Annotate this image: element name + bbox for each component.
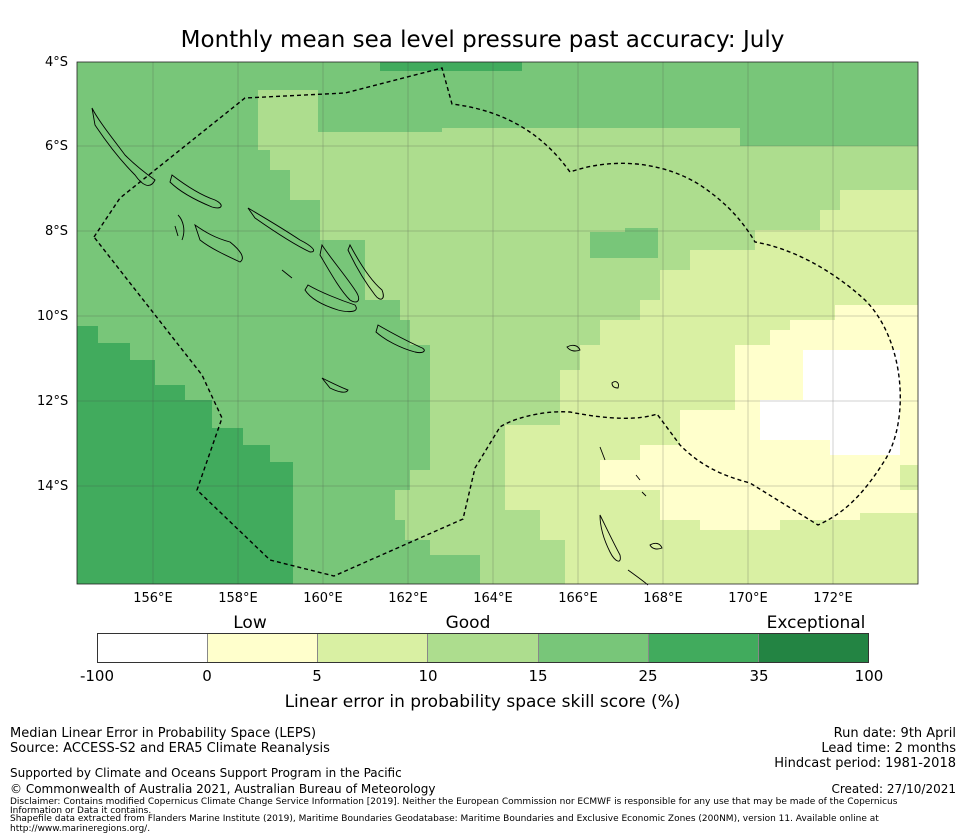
gridlines [77,62,918,584]
lat-label: 6°S [45,139,69,154]
colorbar-segment [538,634,649,662]
disclaimer-line: Shapefile data extracted from Flanders M… [10,814,879,824]
lat-label: 14°S [37,479,69,494]
colorbar-segment [208,634,319,662]
disclaimer-line: http://www.marineregions.org/. [10,824,151,834]
legend-category-exceptional: Exceptional [766,613,866,633]
hindcast-period: Hindcast period: 1981-2018 [774,756,956,771]
lead-time: Lead time: 2 months [821,741,956,756]
colorbar-tick: 15 [528,667,548,685]
colorbar-segment [648,634,759,662]
colorbar-title: Linear error in probability space skill … [284,692,681,712]
colorbar-tick: -100 [79,667,115,685]
lat-label: 10°S [37,309,69,324]
legend-category-good: Good [445,613,491,633]
colorbar-tick: 5 [312,667,322,685]
disclaimer-line: Disclaimer: Contains modified Copernicus… [10,797,898,807]
run-date: Run date: 9th April [833,726,956,741]
map-background [77,62,918,584]
colorbar-segment [428,634,539,662]
colorbar-tick: 100 [854,667,884,685]
colorbar-tick: 0 [202,667,212,685]
lon-label: 168°E [643,591,683,606]
lon-label: 160°E [303,591,343,606]
footer-method: Median Linear Error in Probability Space… [10,726,317,741]
legend-category-low: Low [233,613,267,633]
lat-label: 8°S [45,224,69,239]
colorbar-tick: 25 [638,667,658,685]
footer-copyright: © Commonwealth of Australia 2021, Austra… [10,782,436,796]
footer-supported: Supported by Climate and Oceans Support … [10,766,402,780]
skill-patch [760,350,900,455]
lat-label: 12°S [37,394,69,409]
lon-label: 162°E [388,591,428,606]
colorbar-segment [98,634,209,662]
skill-patch [77,326,293,584]
lat-label: 4°S [45,55,69,70]
colorbar-tick: 10 [418,667,438,685]
lon-label: 158°E [218,591,258,606]
skill-patch [380,62,522,71]
skill-map [76,61,919,586]
coastlines [91,107,663,586]
map-title: Monthly mean sea level pressure past acc… [180,27,785,53]
eez-boundary [93,67,901,577]
skill-patch [573,228,658,258]
lon-label: 170°E [728,591,768,606]
colorbar-tick: 35 [749,667,769,685]
colorbar-segment [758,634,868,662]
lon-label: 172°E [813,591,853,606]
colorbar-segment [318,634,429,662]
lon-label: 164°E [473,591,513,606]
lon-label: 166°E [558,591,598,606]
footer-source: Source: ACCESS-S2 and ERA5 Climate Reana… [10,741,330,756]
lon-label: 156°E [133,591,173,606]
map-frame [76,61,919,585]
colorbar [97,633,869,663]
created-date: Created: 27/10/2021 [831,782,956,796]
disclaimer-line: Information or Data it contains. [10,806,152,816]
